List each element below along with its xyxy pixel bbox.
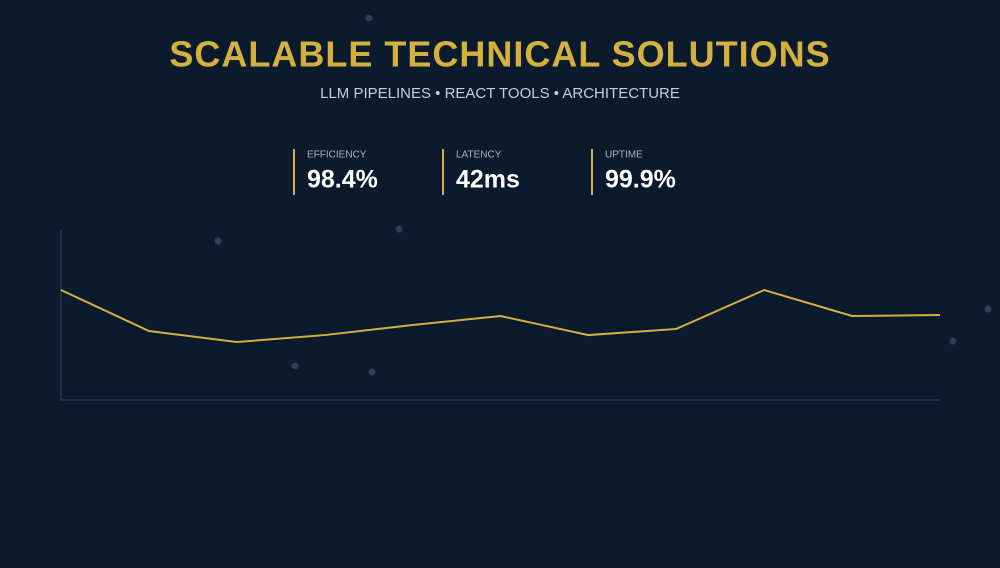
stat-label: EFFICIENCY — [307, 150, 367, 161]
stat-value: 98.4% — [307, 166, 378, 194]
stat-label: LATENCY — [456, 150, 502, 161]
decor-dots — [214, 14, 992, 376]
data-line — [60, 288, 941, 344]
stats: EFFICIENCY 98.4% LATENCY 42ms UPTIME 99.9% — [293, 149, 676, 195]
title: SCALABLE TECHNICAL SOLUTIONS — [169, 34, 830, 75]
subtitle: LLM PIPELINES • REACT TOOLS • ARCHITECTU… — [320, 85, 680, 102]
stat-value: 99.9% — [605, 166, 676, 194]
plot — [60, 288, 941, 344]
stat-label: UPTIME — [605, 150, 643, 161]
stat-value: 42ms — [456, 166, 520, 194]
